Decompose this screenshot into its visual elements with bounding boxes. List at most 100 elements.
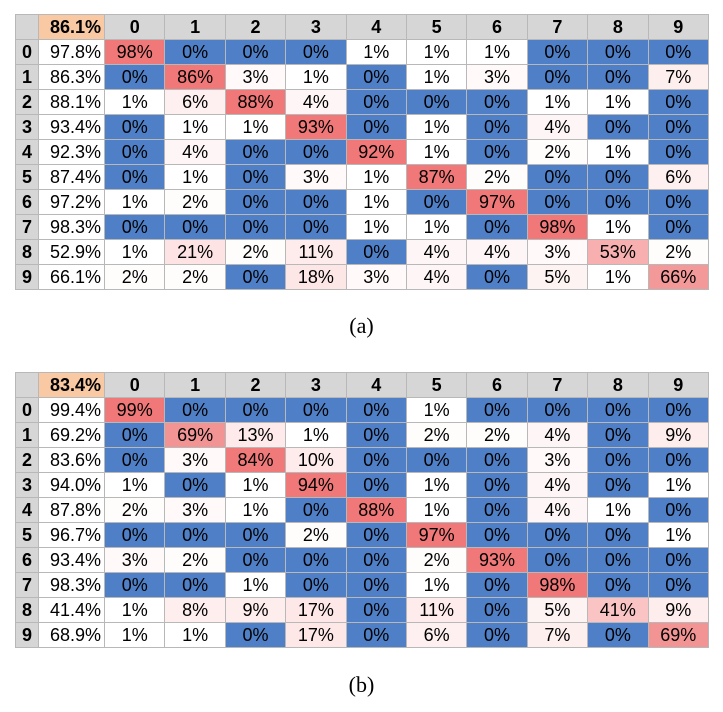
- heatmap-cell: 66%: [647, 264, 710, 290]
- heatmap-cell: 4%: [405, 264, 468, 290]
- heatmap-cell: 3%: [285, 164, 347, 190]
- heatmap-cell: 6%: [164, 89, 226, 115]
- column-label: 7: [526, 372, 589, 398]
- heatmap-cell: 1%: [405, 214, 468, 240]
- row-label: 9: [15, 622, 39, 648]
- row-label: 4: [15, 497, 39, 523]
- heatmap-cell: 1%: [587, 264, 649, 290]
- heatmap-cell: 1%: [103, 189, 166, 215]
- heatmap-cell: 0%: [466, 139, 528, 165]
- row-accuracy: 97.2%: [38, 189, 105, 215]
- heatmap-cell: 0%: [647, 189, 710, 215]
- heatmap-cell: 4%: [526, 472, 589, 498]
- heatmap-cell: 3%: [466, 64, 528, 90]
- heatmap-cell: 4%: [526, 497, 589, 523]
- heatmap-cell: 1%: [103, 597, 166, 623]
- heatmap-cell: 2%: [466, 422, 528, 448]
- heatmap-cell: 10%: [285, 447, 347, 473]
- column-label: 9: [647, 14, 710, 40]
- table-row: 3 94.0% 1% 0% 1% 94% 0% 1% 0% 4% 0% 1%: [15, 472, 710, 498]
- heatmap-cell: 0%: [647, 214, 710, 240]
- heatmap-cell: 0%: [466, 114, 528, 140]
- heatmap-cell: 0%: [285, 214, 347, 240]
- row-label: 3: [15, 472, 39, 498]
- heatmap-cell: 13%: [224, 422, 287, 448]
- heatmap-cell: 0%: [285, 572, 347, 598]
- heatmap-cell: 0%: [345, 397, 407, 423]
- heatmap-cell: 1%: [587, 89, 649, 115]
- heatmap-cell: 1%: [103, 472, 166, 498]
- heatmap-cell: 3%: [103, 547, 166, 573]
- heatmap-cell: 0%: [164, 572, 226, 598]
- heatmap-cell: 4%: [526, 114, 589, 140]
- overall-accuracy: 83.4%: [38, 372, 105, 398]
- heatmap-cell: 53%: [587, 239, 649, 265]
- table-row: 2 88.1% 1% 6% 88% 4% 0% 0% 0% 1% 1% 0%: [15, 89, 710, 115]
- heatmap-cell: 0%: [345, 622, 407, 648]
- row-accuracy: 86.3%: [38, 64, 105, 90]
- heatmap-cell: 2%: [647, 239, 710, 265]
- table-row: 0 99.4% 99% 0% 0% 0% 0% 1% 0% 0% 0% 0%: [15, 397, 710, 423]
- table-row: 4 87.8% 2% 3% 1% 0% 88% 1% 0% 4% 1% 0%: [15, 497, 710, 523]
- header-row: 83.4% 0 1 2 3 4 5 6 7 8 9: [15, 372, 710, 398]
- heatmap-cell: 2%: [405, 422, 468, 448]
- caption-a: (a): [349, 313, 374, 338]
- row-label: 9: [15, 264, 39, 290]
- heatmap-cell: 98%: [103, 39, 166, 65]
- heatmap-cell: 1%: [647, 522, 710, 548]
- heatmap-cell: 0%: [345, 547, 407, 573]
- heatmap-cell: 0%: [224, 622, 287, 648]
- heatmap-cell: 0%: [345, 447, 407, 473]
- heatmap-cell: 3%: [526, 447, 589, 473]
- heatmap-cell: 3%: [224, 64, 287, 90]
- heatmap-cell: 0%: [587, 422, 649, 448]
- heatmap-cell: 1%: [164, 622, 226, 648]
- heatmap-cell: 0%: [647, 139, 710, 165]
- column-label: 9: [647, 372, 710, 398]
- heatmap-cell: 1%: [345, 214, 407, 240]
- heatmap-cell: 0%: [405, 189, 468, 215]
- heatmap-cell: 0%: [345, 64, 407, 90]
- heatmap-cell: 1%: [405, 64, 468, 90]
- row-accuracy: 97.8%: [38, 39, 105, 65]
- heatmap-cell: 0%: [164, 472, 226, 498]
- column-label: 3: [285, 14, 347, 40]
- heatmap-cell: 0%: [466, 214, 528, 240]
- column-label: 5: [405, 14, 468, 40]
- heatmap-cell: 0%: [647, 447, 710, 473]
- heatmap-cell: 1%: [405, 114, 468, 140]
- heatmap-cell: 97%: [466, 189, 528, 215]
- heatmap-cell: 0%: [224, 214, 287, 240]
- confusion-table-b: 83.4% 0 1 2 3 4 5 6 7 8 9 0 99.4% 99% 0% 0% 0% 0% 1% 0% 0% 0%…: [15, 372, 710, 648]
- heatmap-cell: 0%: [285, 189, 347, 215]
- heatmap-cell: 88%: [224, 89, 287, 115]
- heatmap-cell: 41%: [587, 597, 649, 623]
- heatmap-cell: 1%: [103, 239, 166, 265]
- row-label: 2: [15, 447, 39, 473]
- heatmap-cell: 1%: [103, 622, 166, 648]
- confusion-matrix-a: 86.1% 0 1 2 3 4 5 6 7 8 9 0 97.8% 98% 0% 0% 0% 1% 1% 1% 0% 0%…: [15, 14, 710, 290]
- heatmap-cell: 5%: [526, 264, 589, 290]
- overall-accuracy: 86.1%: [38, 14, 105, 40]
- heatmap-cell: 0%: [466, 264, 528, 290]
- heatmap-cell: 0%: [526, 39, 589, 65]
- row-label: 7: [15, 572, 39, 598]
- row-label: 0: [15, 39, 39, 65]
- heatmap-cell: 1%: [587, 497, 649, 523]
- heatmap-cell: 0%: [405, 89, 468, 115]
- column-label: 4: [345, 14, 407, 40]
- heatmap-cell: 0%: [587, 447, 649, 473]
- heatmap-cell: 92%: [345, 139, 407, 165]
- heatmap-cell: 0%: [587, 189, 649, 215]
- heatmap-cell: 4%: [405, 239, 468, 265]
- row-accuracy: 66.1%: [38, 264, 105, 290]
- heatmap-cell: 0%: [587, 522, 649, 548]
- heatmap-cell: 1%: [285, 422, 347, 448]
- heatmap-cell: 0%: [224, 189, 287, 215]
- heatmap-cell: 1%: [164, 114, 226, 140]
- heatmap-cell: 7%: [647, 64, 710, 90]
- heatmap-cell: 0%: [526, 64, 589, 90]
- heatmap-cell: 0%: [647, 497, 710, 523]
- table-row: 7 98.3% 0% 0% 1% 0% 0% 1% 0% 98% 0% 0%: [15, 572, 710, 598]
- heatmap-cell: 0%: [345, 597, 407, 623]
